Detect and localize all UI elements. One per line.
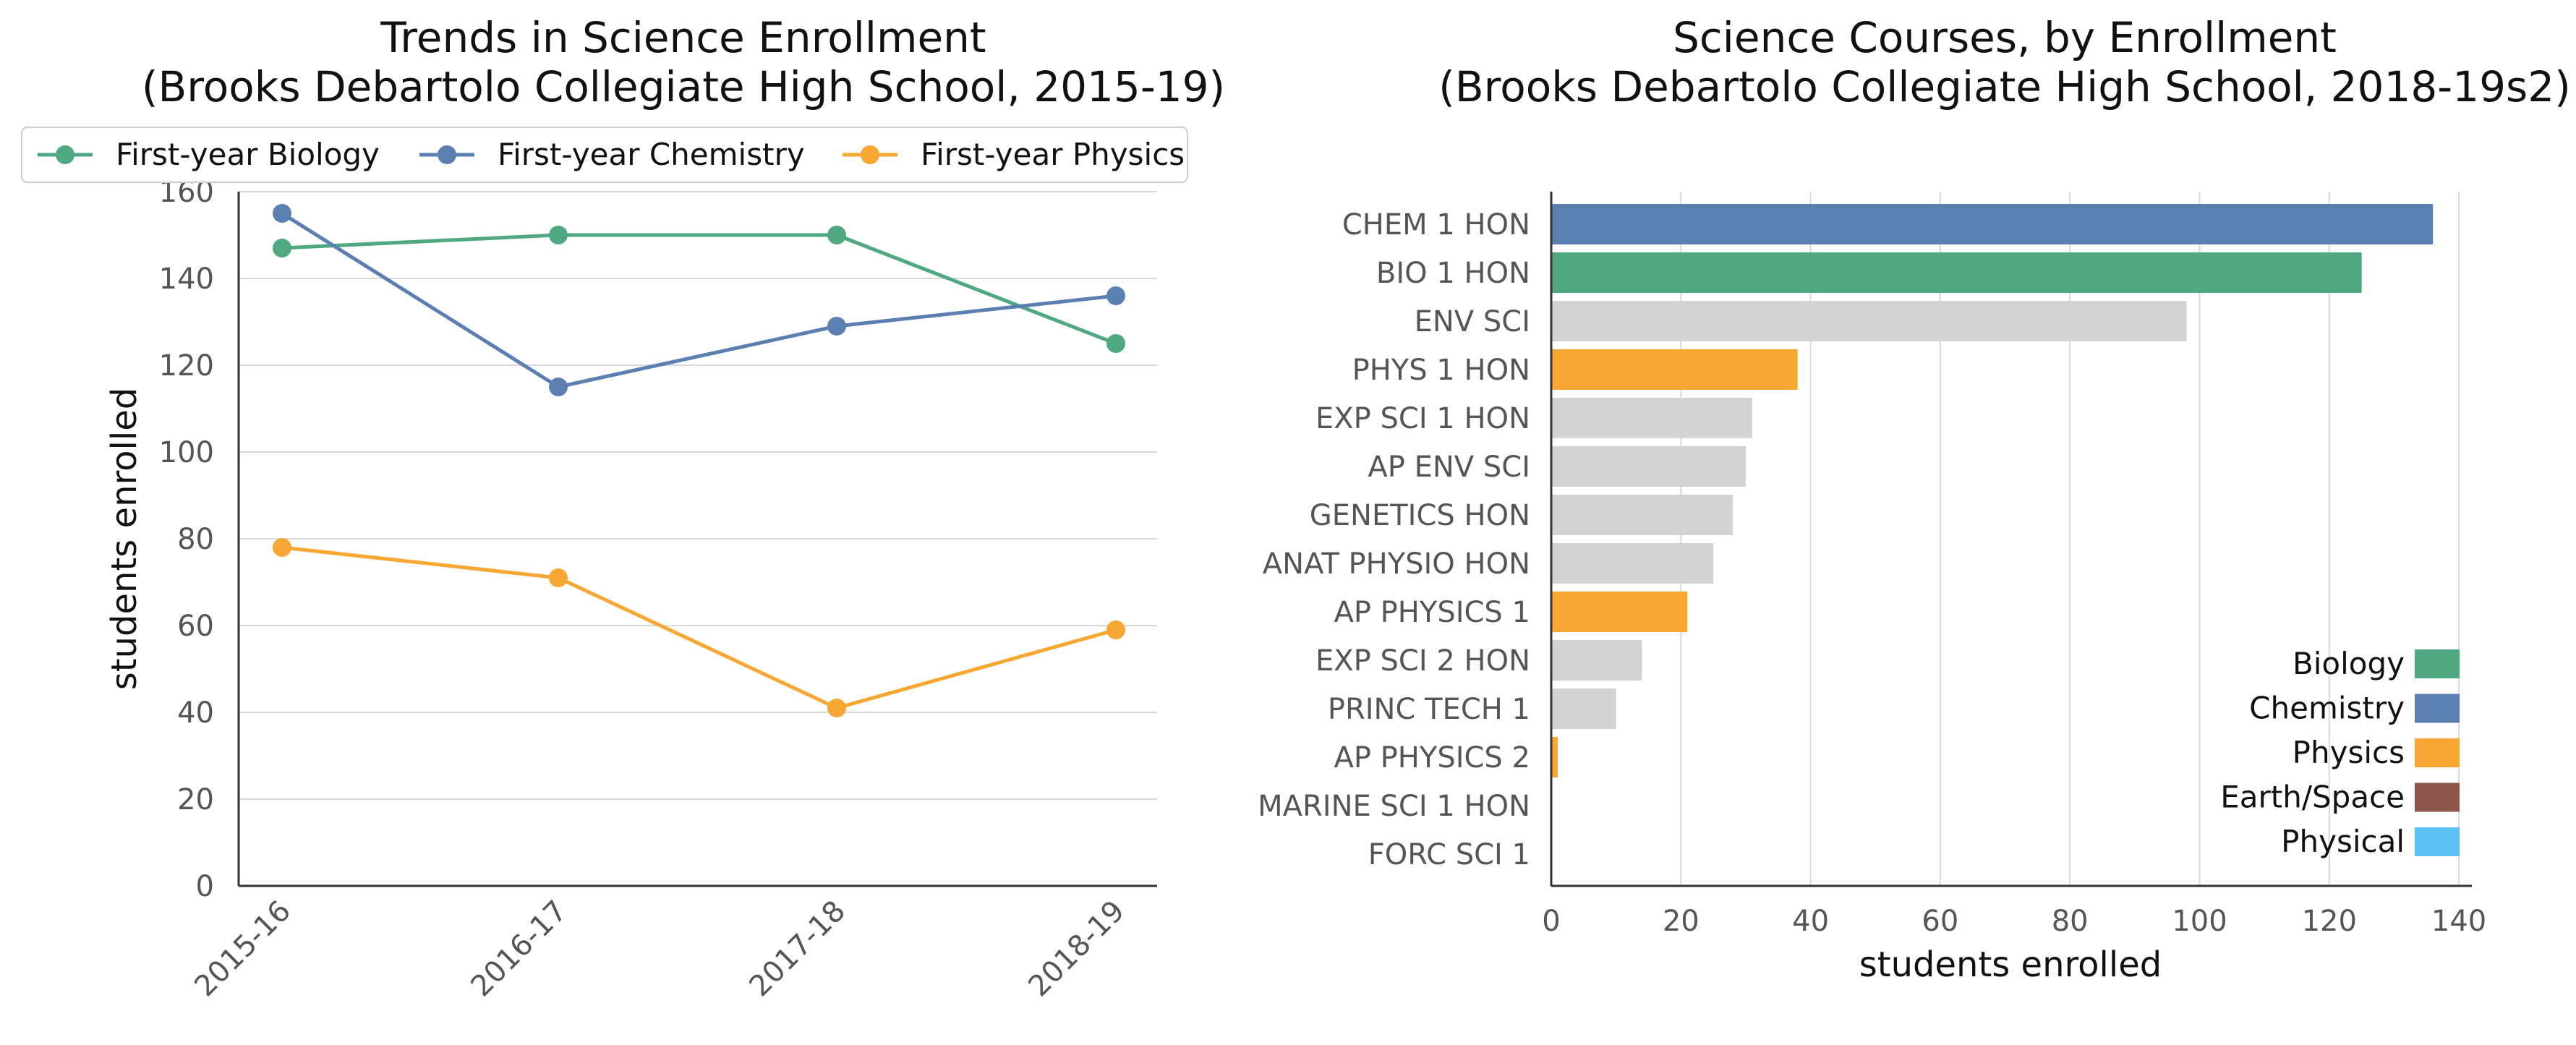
line-chart-legend-frame (21, 127, 1188, 183)
line-chart-y-tick-label: 0 (196, 870, 214, 903)
line-series-point (1106, 620, 1125, 639)
line-series-point (549, 568, 568, 587)
line-chart-subtitle: (Brooks Debartolo Collegiate High School… (142, 62, 1225, 111)
bar-category-label: MARINE SCI 1 HON (1258, 790, 1530, 823)
line-series-point (1106, 334, 1125, 353)
bar-bio-1-hon (1551, 252, 2362, 293)
bar-category-label: AP ENV SCI (1368, 451, 1530, 484)
line-chart-y-tick-label: 140 (159, 263, 214, 296)
bar-chart-x-ticks: 0 20 40 60 80 100 120 140 (1542, 905, 2486, 938)
legend-label: First-year Physics (921, 137, 1185, 172)
bar-chart-x-tick-label: 140 (2431, 905, 2486, 938)
bar-chem-1-hon (1551, 204, 2434, 244)
line-chart-y-tick-label: 20 (177, 783, 214, 816)
bar-category-label: GENETICS HON (1310, 499, 1530, 532)
line-series-path (281, 233, 1117, 346)
bar-category-label: AP PHYSICS 1 (1334, 596, 1530, 629)
line-chart-title: Trends in Science Enrollment (380, 13, 986, 62)
legend-point-marker (56, 145, 74, 164)
line-series-first-year-chemistry (273, 204, 1125, 396)
line-chart-y-tick-label: 120 (159, 349, 214, 383)
bar-chart-legend: Biology Chemistry Physics Earth/Space Physic… (2220, 646, 2460, 859)
line-chart: Trends in Science Enrollment (Brooks Deb… (21, 13, 1225, 1004)
bar-ap-physics-1 (1551, 592, 1688, 632)
bar-ap-physics-2 (1551, 737, 1558, 777)
line-chart-y-tick-label: 60 (177, 610, 214, 643)
bar-anat-physio-hon (1551, 543, 1714, 584)
legend-label: Earth/Space (2220, 780, 2405, 815)
legend-label: Physics (2293, 735, 2405, 770)
bar-category-label: PRINC TECH 1 (1328, 693, 1530, 726)
bar-exp-sci-1-hon (1551, 398, 1752, 438)
bar-princ-tech-1 (1551, 688, 1616, 729)
line-chart-y-tick-label: 100 (159, 436, 214, 469)
bar-category-label: EXP SCI 2 HON (1315, 644, 1530, 678)
line-chart-gridlines (239, 191, 1157, 800)
line-series-first-year-physics (273, 538, 1125, 717)
bar-category-label: BIO 1 HON (1376, 257, 1530, 290)
line-series-point (549, 226, 568, 244)
line-series-point (549, 378, 568, 396)
line-series-point (827, 317, 846, 336)
bar-chart-category-labels: CHEM 1 HON BIO 1 HON ENV SCI PHYS 1 HON EXP … (1258, 208, 1530, 871)
line-series-point (273, 204, 291, 223)
line-chart-series (273, 204, 1125, 717)
legend-label: Physical (2281, 824, 2405, 859)
bar-exp-sci-2-hon (1551, 640, 1642, 681)
bar-category-label: EXP SCI 1 HON (1315, 402, 1530, 435)
line-chart-y-tick-label: 40 (177, 696, 214, 730)
bar-chart-x-tick-label: 40 (1792, 905, 1829, 938)
bar-chart-subtitle: (Brooks Debartolo Collegiate High School… (1438, 62, 2571, 111)
bar-chart-x-tick-label: 120 (2302, 905, 2357, 938)
bar-category-label: CHEM 1 HON (1342, 208, 1530, 242)
legend-swatch-physical (2415, 827, 2460, 856)
legend-swatch-physics (2415, 738, 2460, 767)
line-series-first-year-biology (273, 226, 1125, 353)
line-chart-x-tick-label: 2017-18 (743, 895, 852, 1004)
line-chart-x-tick-label: 2018-19 (1022, 895, 1131, 1004)
bar-phys-1-hon (1551, 349, 1798, 390)
bar-chart-x-tick-label: 20 (1663, 905, 1699, 938)
bar-genetics-hon (1551, 495, 1733, 535)
bar-category-label: ANAT PHYSIO HON (1263, 547, 1530, 581)
line-series-path (281, 545, 1117, 710)
bar-chart-title: Science Courses, by Enrollment (1673, 13, 2337, 62)
line-chart-x-tick-label: 2016-17 (464, 895, 573, 1004)
legend-point-marker (861, 145, 879, 164)
line-series-point (273, 538, 291, 557)
line-series-point (827, 699, 846, 717)
bar-category-label: ENV SCI (1415, 305, 1530, 338)
legend-swatch-chemistry (2415, 694, 2460, 723)
bar-chart-x-tick-label: 0 (1542, 905, 1560, 938)
line-chart-y-tick-label: 80 (177, 523, 214, 556)
bar-chart-x-label: students enrolled (1859, 944, 2162, 985)
bar-env-sci (1551, 301, 2187, 341)
bar-chart: Science Courses, by Enrollment (Brooks D… (1258, 13, 2571, 985)
bar-chart-x-tick-label: 100 (2172, 905, 2227, 938)
bar-category-label: AP PHYSICS 2 (1334, 741, 1530, 775)
legend-label: First-year Chemistry (498, 137, 805, 172)
bar-chart-x-tick-label: 80 (2052, 905, 2089, 938)
line-chart-y-label: students enrolled (104, 388, 145, 690)
line-series-path (281, 211, 1117, 389)
line-chart-legend: First-year Biology First-year Chemistry Fi… (21, 127, 1188, 183)
bar-category-label: PHYS 1 HON (1352, 354, 1530, 387)
bar-chart-bars (1551, 204, 2434, 777)
bar-category-label: FORC SCI 1 (1368, 838, 1530, 871)
line-chart-x-ticks: 2015-16 2016-17 2017-18 2018-19 (188, 895, 1131, 1004)
line-series-point (273, 239, 291, 257)
line-chart-x-tick-label: 2015-16 (188, 895, 297, 1004)
legend-swatch-earth-space (2415, 782, 2460, 812)
line-series-point (1106, 286, 1125, 305)
bar-ap-env-sci (1551, 446, 1746, 487)
legend-point-marker (438, 145, 456, 164)
legend-label: First-year Biology (116, 137, 380, 172)
bar-chart-x-tick-label: 60 (1922, 905, 1958, 938)
line-series-point (827, 226, 846, 244)
legend-label: Biology (2293, 646, 2405, 681)
legend-label: Chemistry (2249, 691, 2405, 726)
legend-swatch-biology (2415, 649, 2460, 678)
